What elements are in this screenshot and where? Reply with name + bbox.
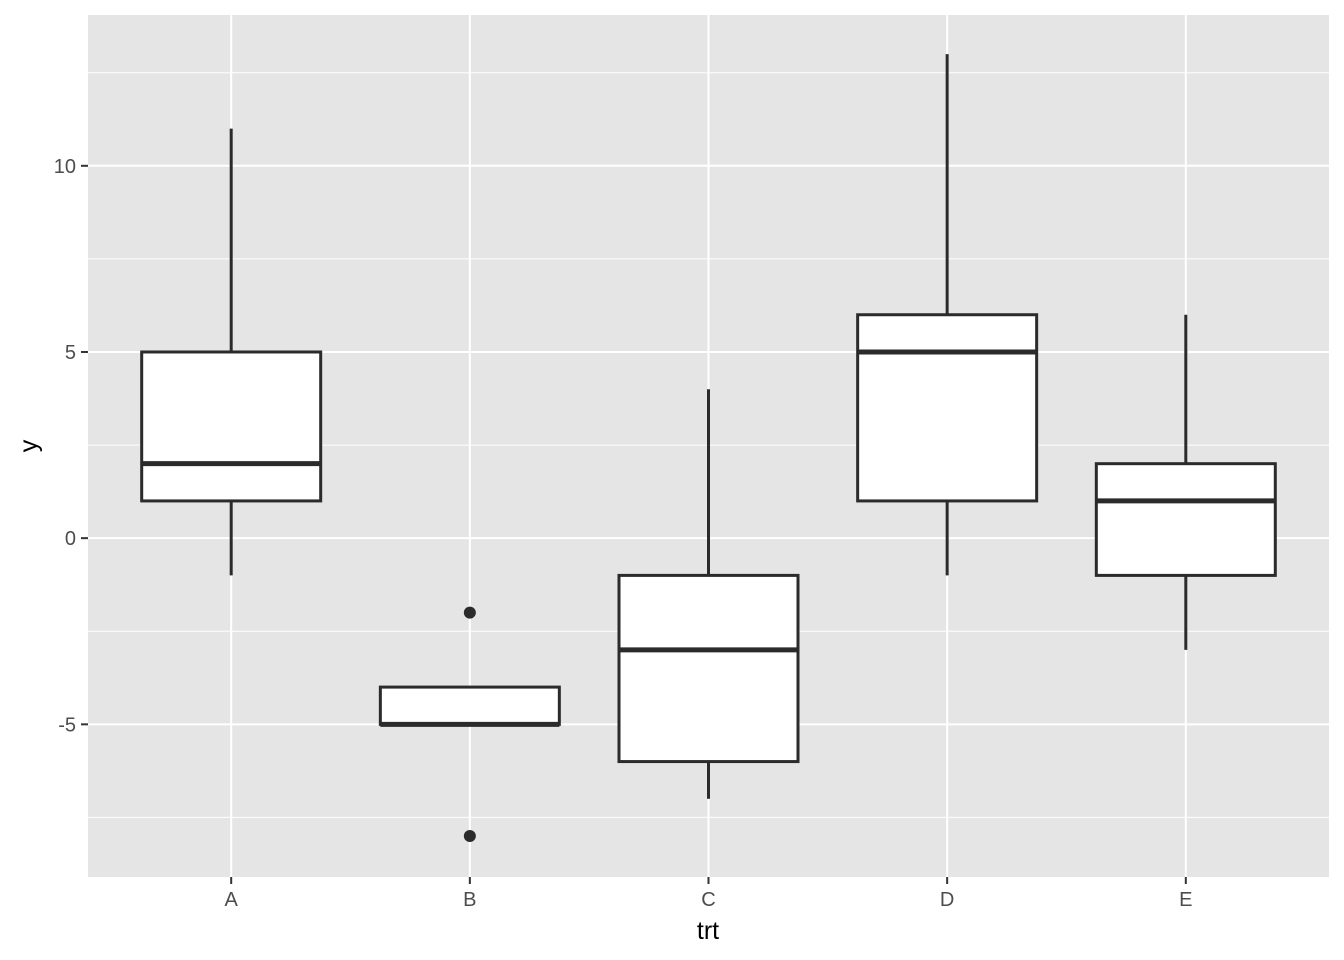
y-tick-label: 5 xyxy=(65,342,76,364)
box-E xyxy=(1094,314,1277,650)
box-D xyxy=(856,54,1039,576)
box-A xyxy=(140,128,323,576)
outlier-point xyxy=(463,606,476,619)
box-body xyxy=(140,350,323,503)
box-body xyxy=(856,313,1039,503)
x-tick-label: E xyxy=(1179,889,1192,911)
box-B xyxy=(378,606,561,843)
outlier-point xyxy=(463,830,476,843)
y-axis: -5 0 5 10 xyxy=(54,156,88,736)
x-tick-label: B xyxy=(463,889,476,911)
box-series xyxy=(140,54,1277,843)
box-C xyxy=(617,389,800,799)
y-tick-label: 0 xyxy=(65,528,76,550)
x-tick-label: D xyxy=(940,889,954,911)
box-body xyxy=(378,685,561,726)
y-tick-label: -5 xyxy=(58,714,76,736)
y-axis-title: y xyxy=(15,439,43,452)
box-body xyxy=(1094,462,1277,577)
x-axis: A B C D E xyxy=(225,877,1192,911)
box-body xyxy=(617,573,800,764)
x-axis-title: trt xyxy=(697,917,719,945)
x-tick-label: C xyxy=(701,889,715,911)
x-tick-label: A xyxy=(225,889,239,911)
y-tick-label: 10 xyxy=(54,156,76,178)
